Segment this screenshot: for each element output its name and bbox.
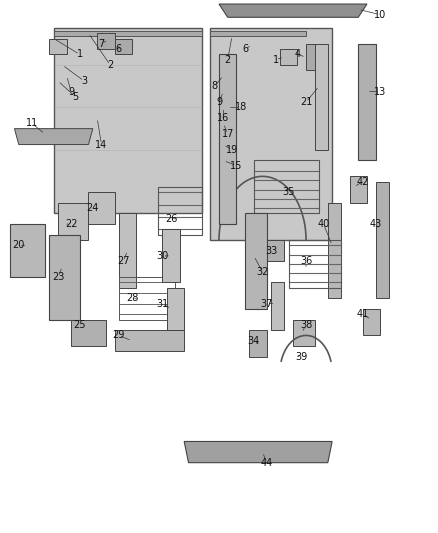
Text: 32: 32 [256, 267, 268, 277]
Text: 2: 2 [225, 55, 231, 64]
Text: 1: 1 [272, 55, 279, 64]
Text: 37: 37 [261, 298, 273, 309]
Text: 20: 20 [13, 240, 25, 251]
Polygon shape [210, 28, 332, 240]
Text: 34: 34 [248, 336, 260, 346]
Text: 7: 7 [99, 39, 105, 49]
Text: 44: 44 [261, 458, 273, 467]
Polygon shape [280, 49, 297, 65]
Text: 4: 4 [294, 50, 300, 59]
Text: 9: 9 [216, 97, 222, 107]
Polygon shape [49, 38, 67, 54]
Text: 18: 18 [235, 102, 247, 112]
Polygon shape [53, 28, 201, 214]
Text: 36: 36 [300, 256, 312, 266]
Text: 24: 24 [87, 203, 99, 213]
Text: 39: 39 [296, 352, 308, 361]
Polygon shape [328, 203, 341, 298]
Text: 28: 28 [126, 293, 138, 303]
Polygon shape [250, 330, 267, 357]
Text: 43: 43 [370, 219, 382, 229]
Polygon shape [10, 224, 45, 277]
Text: 14: 14 [95, 140, 108, 150]
Text: 19: 19 [226, 145, 238, 155]
Text: 1: 1 [77, 50, 83, 59]
Text: 23: 23 [52, 272, 64, 282]
Text: 13: 13 [374, 86, 386, 96]
Text: 21: 21 [300, 97, 312, 107]
Text: 3: 3 [81, 76, 87, 86]
Polygon shape [293, 319, 315, 346]
Polygon shape [350, 176, 367, 203]
Polygon shape [315, 44, 328, 150]
Polygon shape [71, 319, 106, 346]
Text: 2: 2 [107, 60, 113, 70]
Text: 35: 35 [283, 187, 295, 197]
Polygon shape [258, 240, 284, 261]
Text: 25: 25 [74, 320, 86, 330]
Text: 33: 33 [265, 246, 277, 256]
Polygon shape [58, 203, 88, 240]
Text: 6: 6 [242, 44, 248, 54]
Text: 30: 30 [156, 251, 169, 261]
Text: 9: 9 [68, 86, 74, 96]
Polygon shape [210, 30, 306, 36]
Text: 29: 29 [113, 330, 125, 341]
Polygon shape [376, 182, 389, 298]
Polygon shape [245, 214, 267, 309]
Polygon shape [53, 30, 201, 36]
Polygon shape [115, 38, 132, 54]
Text: 11: 11 [26, 118, 38, 128]
Polygon shape [271, 282, 284, 330]
Polygon shape [167, 288, 184, 330]
Text: 38: 38 [300, 320, 312, 330]
Text: 42: 42 [357, 176, 369, 187]
Polygon shape [119, 214, 136, 288]
Text: 41: 41 [357, 309, 369, 319]
Polygon shape [14, 128, 93, 144]
Text: 31: 31 [156, 298, 169, 309]
Text: 6: 6 [116, 44, 122, 54]
Polygon shape [162, 229, 180, 282]
Text: 16: 16 [217, 113, 230, 123]
Polygon shape [49, 235, 80, 319]
Text: 26: 26 [165, 214, 177, 224]
Text: 17: 17 [222, 129, 234, 139]
Polygon shape [88, 192, 115, 224]
Text: 8: 8 [212, 81, 218, 91]
Polygon shape [363, 309, 380, 335]
Text: 10: 10 [374, 10, 386, 20]
Text: 27: 27 [117, 256, 130, 266]
Polygon shape [358, 44, 376, 160]
Polygon shape [219, 4, 367, 17]
Text: 40: 40 [317, 219, 329, 229]
Polygon shape [219, 54, 237, 224]
Text: 22: 22 [65, 219, 77, 229]
Text: 5: 5 [72, 92, 78, 102]
Polygon shape [306, 44, 323, 70]
Polygon shape [115, 330, 184, 351]
Text: 15: 15 [230, 161, 243, 171]
Polygon shape [97, 33, 115, 49]
Polygon shape [184, 441, 332, 463]
